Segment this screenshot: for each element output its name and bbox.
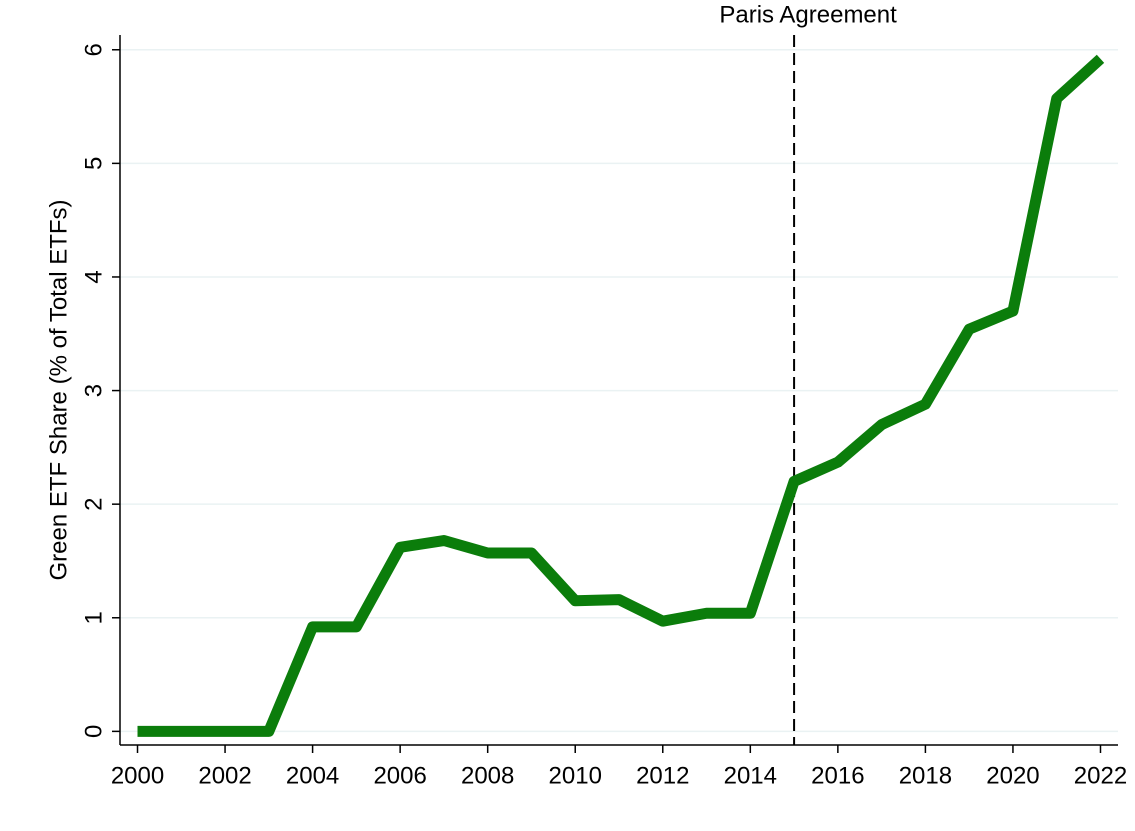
y-tick-label: 5: [80, 157, 107, 170]
annotation-label: Paris Agreement: [719, 1, 897, 28]
y-tick-label: 2: [80, 497, 107, 510]
x-tick-label: 2012: [636, 762, 689, 789]
x-tick-label: 2018: [899, 762, 952, 789]
y-tick-label: 3: [80, 384, 107, 397]
y-tick-label: 1: [80, 611, 107, 624]
x-tick-label: 2004: [286, 762, 339, 789]
y-tick-label: 6: [80, 43, 107, 56]
y-tick-label: 0: [80, 725, 107, 738]
x-tick-label: 2014: [724, 762, 777, 789]
x-tick-label: 2016: [811, 762, 864, 789]
y-axis-label: Green ETF Share (% of Total ETFs): [45, 199, 72, 580]
x-tick-label: 2008: [461, 762, 514, 789]
x-tick-label: 2000: [111, 762, 164, 789]
data-line: [137, 54, 1105, 737]
y-tick-label: 4: [80, 270, 107, 283]
x-tick-label: 2020: [986, 762, 1039, 789]
x-tick-label: 2022: [1074, 762, 1127, 789]
x-tick-label: 2010: [549, 762, 602, 789]
x-tick-label: 2002: [198, 762, 251, 789]
x-tick-label: 2006: [373, 762, 426, 789]
